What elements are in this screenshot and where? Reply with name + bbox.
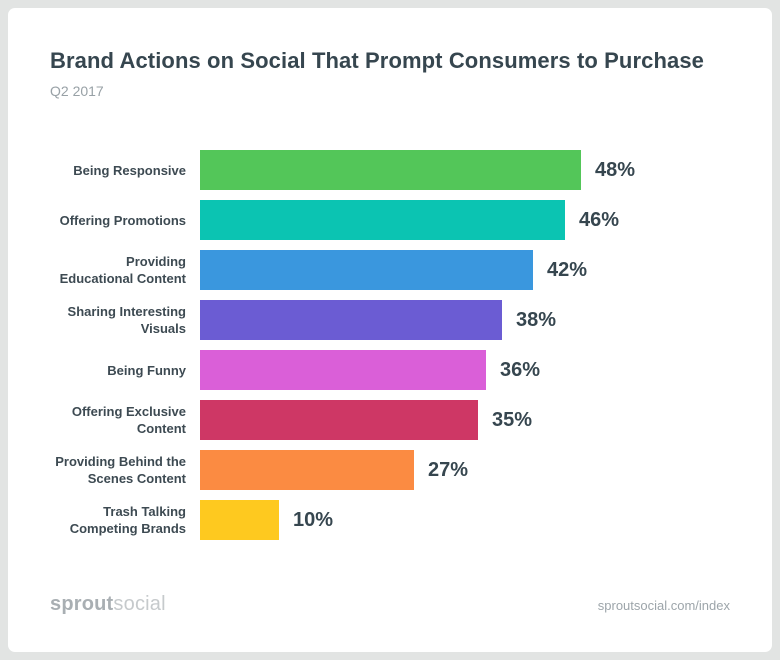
bar-track: 35%: [200, 400, 730, 440]
bar: [200, 350, 486, 390]
value-label: 38%: [516, 308, 557, 331]
category-label: Being Funny: [107, 362, 186, 378]
bar-track: 36%: [200, 350, 730, 390]
chart-subtitle: Q2 2017: [50, 83, 104, 99]
chart-row: Providing Educational Content 42%: [50, 245, 730, 295]
chart-row: Providing Behind the Scenes Content 27%: [50, 445, 730, 495]
bar-track: 27%: [200, 450, 730, 490]
value-label: 10%: [293, 508, 334, 531]
chart-row: Sharing Interesting Visuals 38%: [50, 295, 730, 345]
chart-row: Offering Promotions 46%: [50, 195, 730, 245]
chart-card: Brand Actions on Social That Prompt Cons…: [8, 8, 772, 652]
value-label: 35%: [492, 408, 533, 431]
bar: [200, 450, 414, 490]
category-label: Offering Exclusive Content: [71, 404, 186, 436]
bar-track: 46%: [200, 200, 730, 240]
bar: [200, 300, 502, 340]
bar-track: 48%: [200, 150, 730, 190]
category-label: Providing Behind the Scenes Content: [55, 454, 186, 486]
bar: [200, 150, 581, 190]
chart-row: Being Funny 36%: [50, 345, 730, 395]
logo-text-bold: sprout: [50, 593, 114, 615]
bar: [200, 400, 478, 440]
bar: [200, 500, 279, 540]
bar-track: 38%: [200, 300, 730, 340]
sproutsocial-logo: sproutsocial: [50, 593, 166, 616]
category-label: Trash Talking Competing Brands: [69, 504, 186, 536]
value-label: 36%: [500, 358, 541, 381]
bar: [200, 250, 533, 290]
value-label: 46%: [579, 208, 620, 231]
chart-row: Trash Talking Competing Brands 10%: [50, 495, 730, 545]
category-label: Providing Educational Content: [59, 254, 186, 286]
value-label: 48%: [595, 158, 636, 181]
chart-footer: sproutsocial sproutsocial.com/index: [50, 593, 730, 616]
footer-link: sproutsocial.com/index: [597, 598, 730, 613]
chart-title: Brand Actions on Social That Prompt Cons…: [50, 48, 704, 73]
bar: [200, 200, 565, 240]
logo-text-light: social: [113, 593, 166, 615]
chart-row: Offering Exclusive Content 35%: [50, 395, 730, 445]
category-label: Being Responsive: [73, 162, 186, 178]
bar-track: 42%: [200, 250, 730, 290]
chart-header: Brand Actions on Social That Prompt Cons…: [50, 48, 704, 99]
value-label: 27%: [428, 458, 469, 481]
bar-chart: Being Responsive 48% Offering Promotions 46…: [50, 145, 730, 545]
value-label: 42%: [547, 258, 588, 281]
category-label: Offering Promotions: [59, 212, 186, 228]
bar-track: 10%: [200, 500, 730, 540]
category-label: Sharing Interesting Visuals: [67, 304, 186, 336]
chart-row: Being Responsive 48%: [50, 145, 730, 195]
